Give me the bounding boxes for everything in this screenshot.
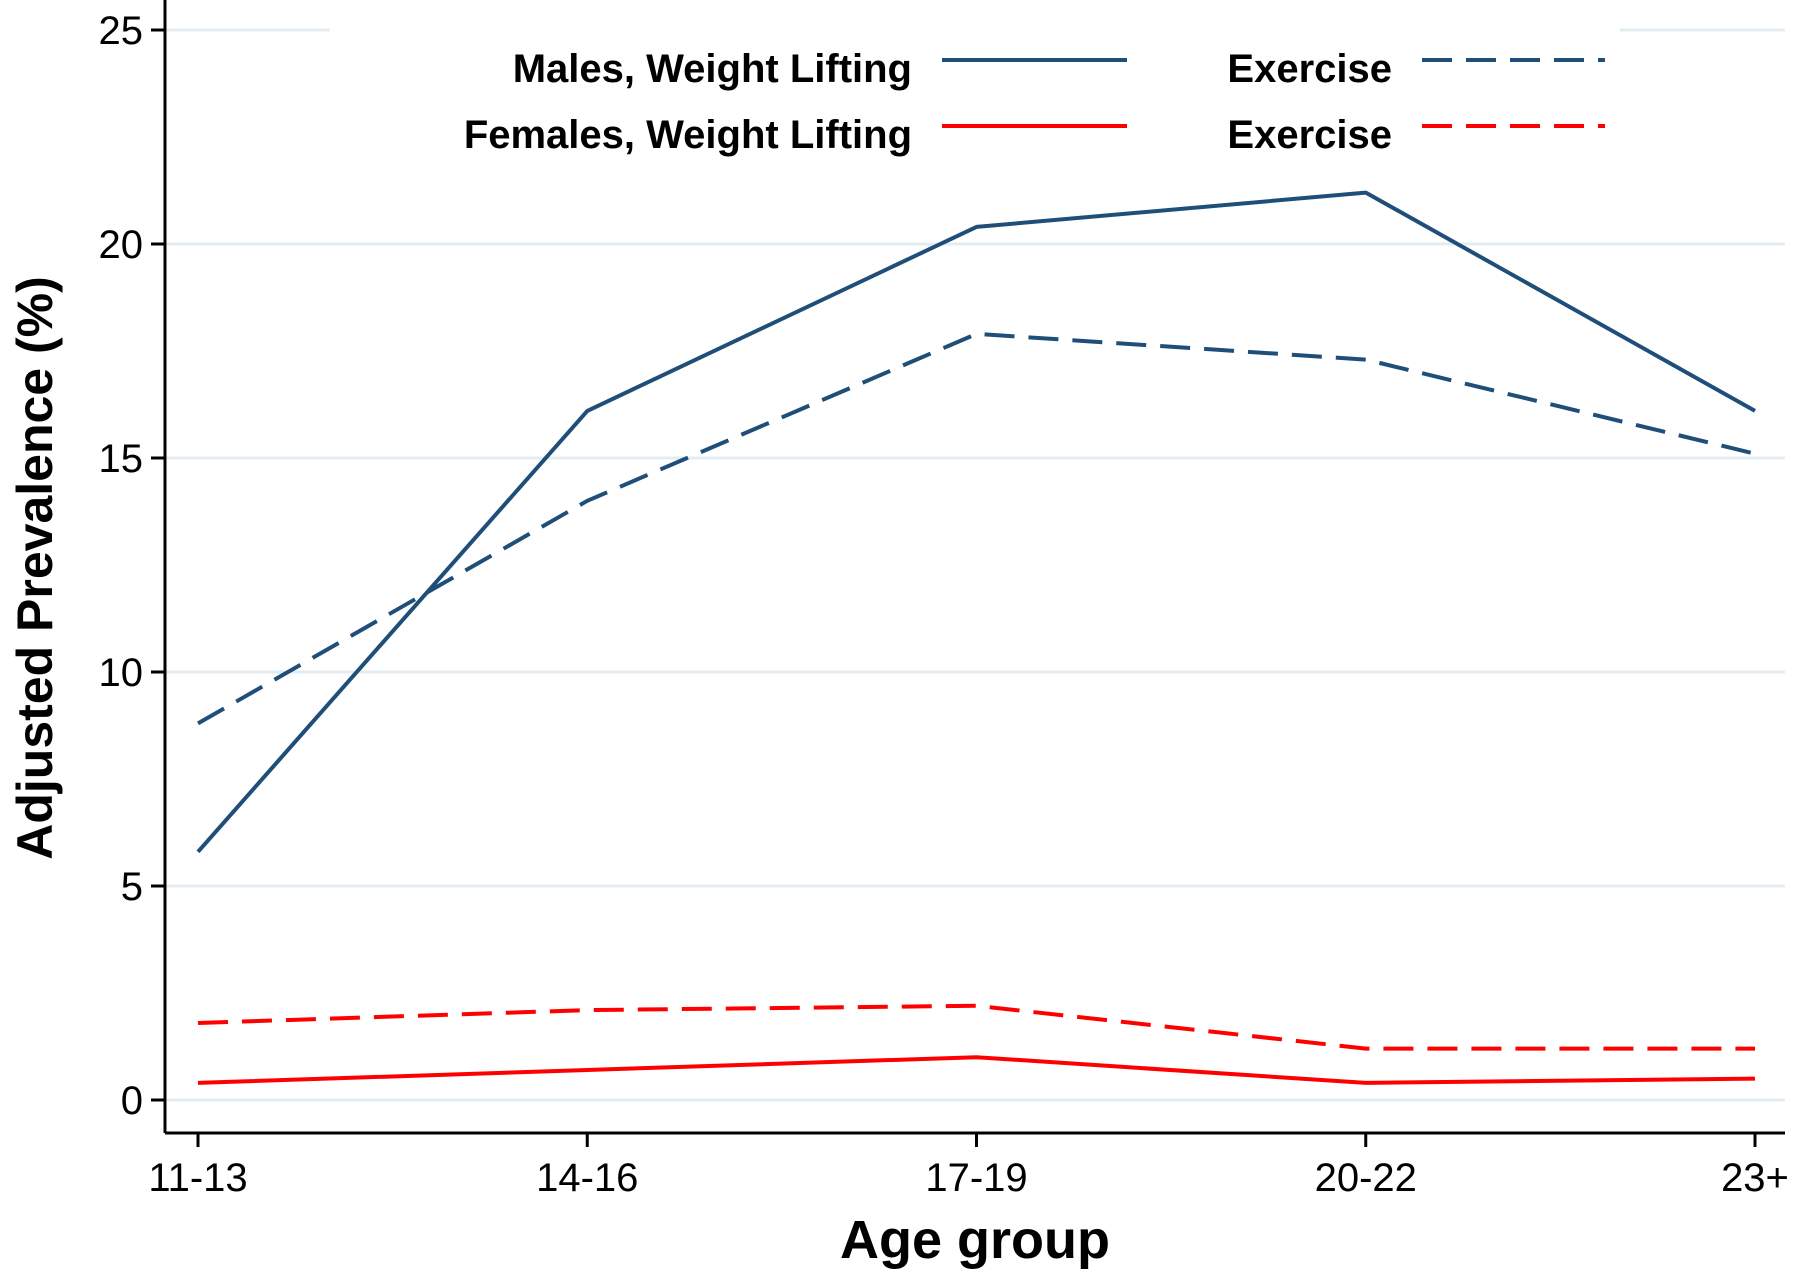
series-line-males-weight-lifting — [196, 190, 1756, 854]
y-axis-title: Adjusted Prevalence (%) — [7, 276, 63, 860]
series-line-females-weight-lifting — [197, 1055, 1756, 1085]
x-tick-label-17-19: 17-19 — [925, 1156, 1027, 1200]
x-tick-label-11-13: 11-13 — [148, 1156, 247, 1200]
series-lines — [196, 190, 1756, 1085]
y-tick-label-5: 5 — [121, 865, 143, 909]
y-tick-label-10: 10 — [99, 651, 144, 695]
y-tick-label-0: 0 — [121, 1079, 143, 1123]
x-tick-label-14-16: 14-16 — [536, 1156, 638, 1200]
legend-background — [330, 28, 1620, 178]
y-tick-label-25: 25 — [99, 9, 144, 53]
y-tick-label-20: 20 — [99, 223, 144, 267]
series-line-males-exercise — [197, 331, 1756, 726]
grid-lines — [165, 28, 1785, 1102]
x-ticks: 11-13 14-16 17-19 20-22 23+ — [148, 1133, 1789, 1200]
y-tick-label-15: 15 — [99, 437, 144, 481]
x-tick-label-20-22: 20-22 — [1315, 1156, 1417, 1200]
legend-label-males-weight-lifting: Males, Weight Lifting — [513, 47, 912, 91]
legend-label-females-exercise: Exercise — [1227, 113, 1392, 157]
x-tick-label-23+: 23+ — [1721, 1156, 1789, 1200]
legend-label-males-exercise: Exercise — [1227, 47, 1392, 91]
series-line-females-exercise — [197, 1003, 1755, 1051]
y-ticks: 0 5 10 15 20 25 — [99, 9, 165, 1123]
legend: Males, Weight Lifting Exercise Females, We… — [464, 47, 1605, 157]
legend-label-females-weight-lifting: Females, Weight Lifting — [464, 113, 912, 157]
x-axis-title: Age group — [840, 1210, 1110, 1270]
